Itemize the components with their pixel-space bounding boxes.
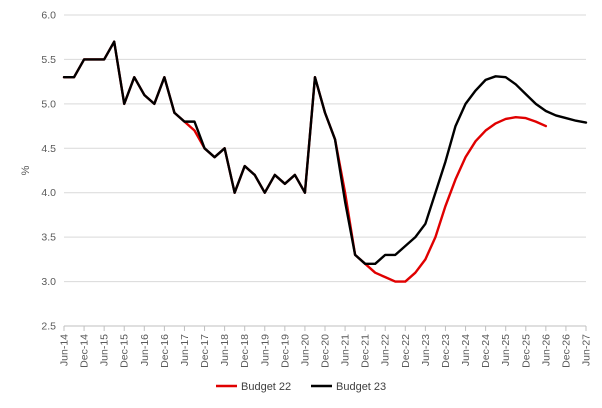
- legend-label: Budget 22: [241, 381, 291, 393]
- y-tick-label: 2.5: [41, 321, 56, 333]
- x-tick-label: Dec-17: [199, 334, 211, 368]
- x-tick-label: Dec-14: [79, 334, 91, 368]
- x-tick-label: Dec-26: [560, 334, 572, 368]
- x-tick-label: Dec-15: [119, 334, 131, 368]
- x-tick-label: Jun-26: [540, 334, 552, 366]
- x-tick-label: Jun-19: [259, 334, 271, 366]
- x-tick-label: Dec-20: [320, 334, 332, 368]
- y-axis-title: %: [20, 165, 32, 175]
- legend-label: Budget 23: [336, 381, 386, 393]
- x-tick-label: Jun-14: [59, 334, 71, 366]
- series-line-budget-22: [62, 40, 548, 283]
- x-tick-label: Dec-21: [360, 334, 372, 368]
- x-tick-label: Dec-24: [480, 334, 492, 368]
- x-tick-label: Jun-22: [380, 334, 392, 366]
- y-tick-label: 6.0: [41, 10, 56, 22]
- x-tick-label: Jun-24: [460, 334, 472, 366]
- y-tick-label: 5.0: [41, 98, 56, 110]
- x-tick-label: Jun-15: [99, 334, 111, 366]
- x-tick-label: Jun-23: [420, 334, 432, 366]
- x-tick-label: Jun-17: [179, 334, 191, 366]
- x-tick-label: Jun-16: [139, 334, 151, 366]
- y-tick-label: 3.5: [41, 232, 56, 244]
- x-tick-label: Dec-23: [440, 334, 452, 368]
- x-tick-label: Jun-20: [299, 334, 311, 366]
- y-tick-label: 4.5: [41, 143, 56, 155]
- x-tick-label: Dec-25: [520, 334, 532, 368]
- x-tick-label: Dec-18: [239, 334, 251, 368]
- x-tick-label: Dec-16: [159, 334, 171, 368]
- y-tick-label: 4.0: [41, 187, 56, 199]
- x-tick-label: Dec-22: [400, 334, 412, 368]
- y-tick-label: 5.5: [41, 54, 56, 66]
- series-line-budget-23: [62, 40, 588, 265]
- x-tick-label: Jun-25: [500, 334, 512, 366]
- x-tick-label: Jun-18: [219, 334, 231, 366]
- x-tick-label: Dec-19: [279, 334, 291, 368]
- x-tick-label: Jun-27: [581, 334, 593, 366]
- x-tick-label: Jun-21: [340, 334, 352, 366]
- y-tick-label: 3.0: [41, 276, 56, 288]
